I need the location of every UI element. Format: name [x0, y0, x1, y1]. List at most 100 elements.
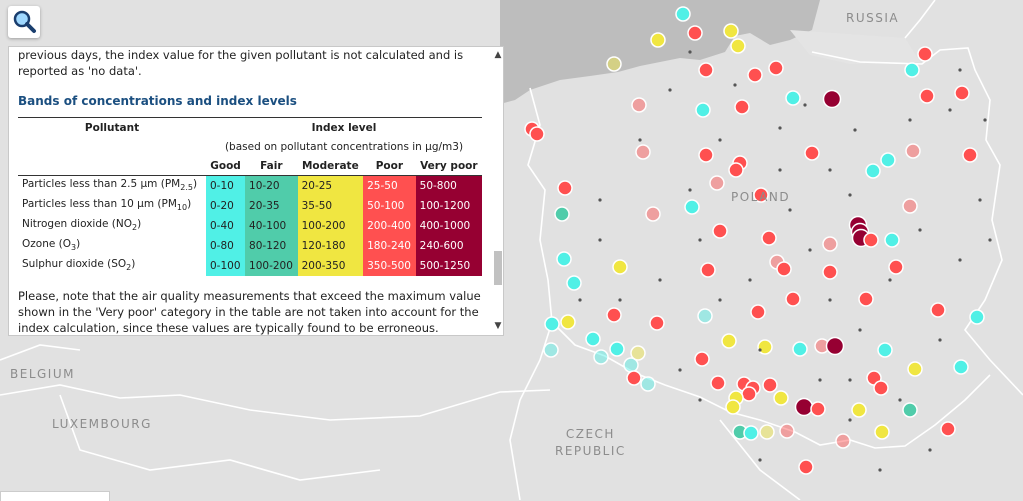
- pollutant-name-text: Particles less than 2.5 µm (PM: [22, 178, 181, 190]
- station-marker[interactable]: [631, 97, 647, 113]
- station-marker[interactable]: [917, 46, 933, 62]
- station-marker[interactable]: [902, 198, 918, 214]
- station-marker[interactable]: [919, 88, 935, 104]
- station-marker[interactable]: [825, 336, 845, 356]
- station-marker[interactable]: [687, 25, 703, 41]
- station-marker[interactable]: [785, 291, 801, 307]
- station-marker[interactable]: [874, 424, 890, 440]
- station-marker[interactable]: [728, 162, 744, 178]
- station-marker[interactable]: [635, 144, 651, 160]
- station-marker[interactable]: [863, 232, 879, 248]
- station-marker[interactable]: [593, 349, 609, 365]
- station-marker[interactable]: [779, 423, 795, 439]
- baltic-sea: [500, 0, 820, 104]
- search-button[interactable]: [8, 6, 40, 38]
- station-marker[interactable]: [557, 180, 573, 196]
- station-marker[interactable]: [645, 206, 661, 222]
- station-marker[interactable]: [792, 341, 808, 357]
- station-marker[interactable]: [822, 236, 838, 252]
- station-marker[interactable]: [675, 6, 691, 22]
- station-marker[interactable]: [640, 376, 656, 392]
- station-marker[interactable]: [835, 433, 851, 449]
- station-marker[interactable]: [969, 309, 985, 325]
- station-marker[interactable]: [747, 67, 763, 83]
- station-marker[interactable]: [712, 223, 728, 239]
- station-marker[interactable]: [721, 333, 737, 349]
- station-marker[interactable]: [743, 425, 759, 441]
- station-marker[interactable]: [753, 187, 769, 203]
- station-marker[interactable]: [709, 175, 725, 191]
- station-marker[interactable]: [776, 261, 792, 277]
- station-marker[interactable]: [905, 143, 921, 159]
- scroll-down-arrow[interactable]: ▼: [494, 321, 502, 331]
- station-dot: [848, 418, 852, 422]
- info-panel[interactable]: previous days, the index value for the g…: [8, 46, 504, 336]
- station-marker[interactable]: [804, 145, 820, 161]
- station-marker[interactable]: [930, 302, 946, 318]
- station-marker[interactable]: [888, 259, 904, 275]
- station-marker[interactable]: [630, 345, 646, 361]
- station-marker[interactable]: [773, 390, 789, 406]
- station-marker[interactable]: [626, 370, 642, 386]
- station-marker[interactable]: [606, 56, 622, 72]
- station-marker[interactable]: [858, 291, 874, 307]
- station-marker[interactable]: [723, 23, 739, 39]
- station-marker[interactable]: [759, 424, 775, 440]
- station-marker[interactable]: [556, 251, 572, 267]
- station-marker[interactable]: [851, 402, 867, 418]
- station-marker[interactable]: [560, 314, 576, 330]
- station-marker[interactable]: [768, 60, 784, 76]
- station-marker[interactable]: [612, 259, 628, 275]
- station-marker[interactable]: [741, 386, 757, 402]
- station-marker[interactable]: [544, 316, 560, 332]
- station-marker[interactable]: [865, 163, 881, 179]
- station-marker[interactable]: [757, 339, 773, 355]
- station-marker[interactable]: [907, 361, 923, 377]
- station-marker[interactable]: [700, 262, 716, 278]
- station-marker[interactable]: [761, 230, 777, 246]
- station-marker[interactable]: [698, 147, 714, 163]
- station-marker[interactable]: [962, 147, 978, 163]
- station-marker[interactable]: [734, 99, 750, 115]
- station-marker[interactable]: [940, 421, 956, 437]
- station-marker[interactable]: [822, 264, 838, 280]
- station-marker[interactable]: [695, 102, 711, 118]
- station-marker[interactable]: [554, 206, 570, 222]
- station-marker[interactable]: [750, 304, 766, 320]
- band-value-cell: 0-10: [206, 175, 246, 197]
- station-marker[interactable]: [609, 341, 625, 357]
- station-marker[interactable]: [684, 199, 700, 215]
- scroll-up-arrow[interactable]: ▲: [494, 50, 502, 60]
- station-marker[interactable]: [785, 90, 801, 106]
- station-marker[interactable]: [873, 380, 889, 396]
- band-value-cell: 50-800: [415, 175, 482, 197]
- station-marker[interactable]: [953, 359, 969, 375]
- station-marker[interactable]: [877, 342, 893, 358]
- panel-scrollbar[interactable]: ▲ ▼: [493, 47, 503, 335]
- station-marker[interactable]: [794, 397, 814, 417]
- station-marker[interactable]: [730, 38, 746, 54]
- station-marker[interactable]: [884, 232, 900, 248]
- scroll-thumb[interactable]: [494, 251, 502, 285]
- station-marker[interactable]: [880, 152, 896, 168]
- station-marker[interactable]: [810, 401, 826, 417]
- station-marker[interactable]: [543, 342, 559, 358]
- station-marker[interactable]: [694, 351, 710, 367]
- station-marker[interactable]: [902, 402, 918, 418]
- station-marker[interactable]: [710, 375, 726, 391]
- station-marker[interactable]: [566, 275, 582, 291]
- station-marker[interactable]: [904, 62, 920, 78]
- station-marker[interactable]: [650, 32, 666, 48]
- station-marker[interactable]: [725, 399, 741, 415]
- station-marker[interactable]: [698, 62, 714, 78]
- station-marker[interactable]: [822, 89, 842, 109]
- station-marker[interactable]: [954, 85, 970, 101]
- station-marker[interactable]: [798, 459, 814, 475]
- station-marker[interactable]: [606, 307, 622, 323]
- station-marker[interactable]: [697, 308, 713, 324]
- station-marker[interactable]: [762, 377, 778, 393]
- bottom-control[interactable]: [0, 491, 110, 501]
- station-marker[interactable]: [529, 126, 545, 142]
- station-marker[interactable]: [585, 331, 601, 347]
- station-marker[interactable]: [649, 315, 665, 331]
